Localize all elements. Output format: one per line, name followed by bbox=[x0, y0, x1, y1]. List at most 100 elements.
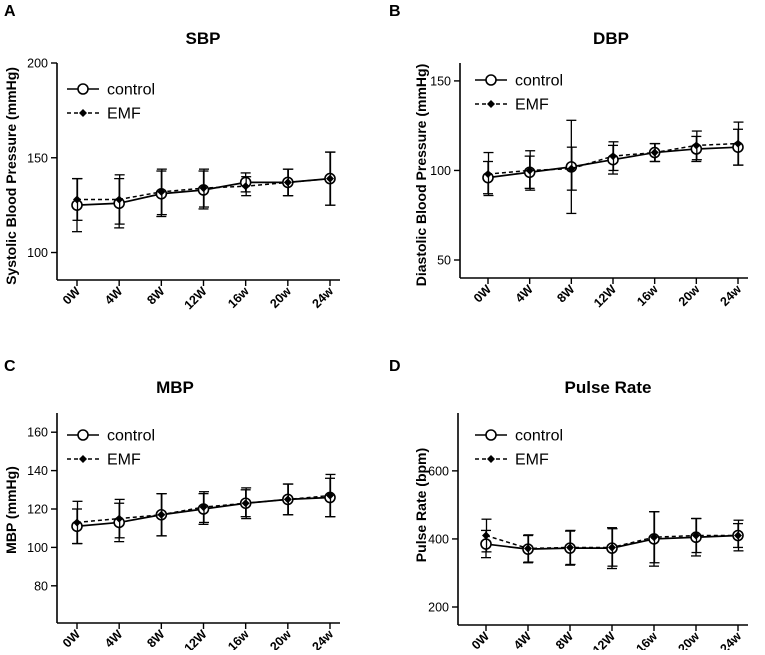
y-axis-label: Diastolic Blood Pressure (mmHg) bbox=[413, 64, 429, 287]
y-tick-label: 600 bbox=[428, 464, 449, 478]
x-tick-label: 8W bbox=[554, 282, 577, 305]
x-tick-label: 24w bbox=[310, 284, 337, 311]
legend-label: EMF bbox=[107, 452, 141, 469]
y-tick-label: 120 bbox=[27, 503, 48, 517]
x-tick-label: 4W bbox=[102, 284, 125, 307]
data-point bbox=[692, 531, 700, 540]
panel-d: D Pulse Rate 200 400 600 0W 4W 8W 12W 16w 20w 24w Pu… bbox=[389, 358, 748, 655]
x-tick-label: 4W bbox=[102, 627, 125, 650]
y-tick-label: 50 bbox=[437, 254, 451, 268]
data-point bbox=[567, 164, 576, 173]
x-tick-label: 20w bbox=[676, 282, 703, 309]
series-emf bbox=[72, 151, 336, 225]
x-tick-label: 4W bbox=[513, 282, 536, 305]
legend-marker bbox=[485, 74, 497, 86]
panel-letter: C bbox=[4, 358, 16, 375]
data-point bbox=[734, 139, 742, 148]
y-tick-label: 200 bbox=[27, 57, 48, 71]
y-tick-label: 150 bbox=[27, 151, 48, 165]
panel-title: Pulse Rate bbox=[565, 378, 652, 397]
data-point bbox=[157, 187, 166, 196]
x-tick-label: 12W bbox=[590, 629, 618, 650]
data-point bbox=[326, 174, 334, 183]
x-tick-label: 24w bbox=[718, 629, 745, 650]
x-tick-label: 8W bbox=[553, 629, 576, 650]
x-tick-label: 20w bbox=[676, 629, 703, 650]
x-tick-label: 8W bbox=[144, 627, 167, 650]
y-tick-label: 100 bbox=[27, 541, 48, 555]
legend-label: EMF bbox=[107, 106, 141, 123]
x-tick-label: 24w bbox=[718, 282, 745, 309]
data-point bbox=[283, 495, 292, 504]
x-tick-label: 4W bbox=[511, 629, 534, 650]
legend-label: control bbox=[107, 428, 155, 445]
data-point bbox=[609, 152, 617, 161]
data-point bbox=[115, 514, 124, 523]
panel-title: MBP bbox=[156, 378, 194, 397]
data-point bbox=[650, 533, 658, 542]
data-point bbox=[524, 544, 532, 553]
data-point bbox=[199, 503, 208, 512]
data-point bbox=[566, 543, 574, 552]
legend-label: control bbox=[107, 82, 155, 99]
y-axis-label: Pulse Rate (bpm) bbox=[413, 448, 429, 562]
data-point bbox=[157, 510, 166, 519]
panel-a: A SBP 100 150 200 0W 4W 8W 12W 16w 20w 24w Systolic … bbox=[3, 3, 340, 312]
data-point bbox=[326, 491, 334, 500]
data-point bbox=[73, 195, 81, 204]
y-tick-label: 150 bbox=[430, 74, 451, 88]
legend-label: EMF bbox=[515, 97, 549, 114]
data-point bbox=[608, 543, 616, 552]
x-tick-label: 12W bbox=[182, 627, 210, 650]
panel-b: B DBP 50 100 150 0W 4W 8W 12W 16w 20w 24w Diastolic … bbox=[389, 3, 748, 310]
y-axis-label: MBP (mmHg) bbox=[3, 466, 19, 554]
x-tick-label: 16w bbox=[634, 629, 661, 650]
legend-marker bbox=[487, 100, 495, 108]
x-tick-label: 0W bbox=[60, 627, 83, 650]
legend: control EMF bbox=[475, 428, 563, 469]
data-point bbox=[692, 141, 701, 150]
y-tick-label: 160 bbox=[27, 426, 48, 440]
y-tick-label: 200 bbox=[428, 601, 449, 615]
y-tick-label: 140 bbox=[27, 464, 48, 478]
x-tick-label: 0W bbox=[469, 629, 492, 650]
data-point bbox=[73, 518, 81, 527]
legend: control EMF bbox=[475, 73, 563, 114]
data-point bbox=[525, 166, 534, 175]
x-tick-label: 24w bbox=[310, 627, 337, 650]
data-point bbox=[482, 531, 490, 540]
legend-label: EMF bbox=[515, 452, 549, 469]
legend-marker bbox=[79, 109, 87, 117]
x-tick-label: 12W bbox=[591, 282, 619, 310]
data-point bbox=[199, 184, 208, 193]
series-emf bbox=[481, 511, 744, 567]
data-point bbox=[283, 178, 292, 187]
x-tick-label: 8W bbox=[144, 284, 167, 307]
legend-marker bbox=[485, 429, 497, 441]
panel-title: DBP bbox=[593, 29, 629, 48]
x-tick-label: 0W bbox=[60, 284, 83, 307]
y-tick-label: 80 bbox=[34, 579, 48, 593]
data-point bbox=[241, 182, 250, 191]
y-tick-label: 400 bbox=[428, 532, 449, 546]
x-tick-label: 20w bbox=[267, 284, 294, 311]
x-tick-label: 16w bbox=[225, 284, 252, 311]
panel-letter: B bbox=[389, 3, 401, 20]
y-axis-label: Systolic Blood Pressure (mmHg) bbox=[3, 67, 19, 285]
legend-label: control bbox=[515, 428, 563, 445]
x-tick-label: 0W bbox=[471, 282, 494, 305]
x-tick-label: 16w bbox=[225, 627, 252, 650]
data-point bbox=[484, 170, 492, 179]
legend-label: control bbox=[515, 73, 563, 90]
legend-marker bbox=[79, 455, 87, 463]
data-point bbox=[115, 195, 124, 204]
data-point bbox=[241, 499, 250, 508]
legend: control EMF bbox=[67, 82, 155, 123]
data-point bbox=[650, 148, 659, 157]
panel-c: C MBP 80 100 120 140 160 0W 4W 8W 12W 16w 20w 24w MBP … bbox=[3, 358, 340, 655]
y-tick-label: 100 bbox=[27, 246, 48, 260]
y-tick-label: 100 bbox=[430, 164, 451, 178]
panel-letter: D bbox=[389, 358, 401, 375]
series-emf bbox=[483, 121, 744, 197]
